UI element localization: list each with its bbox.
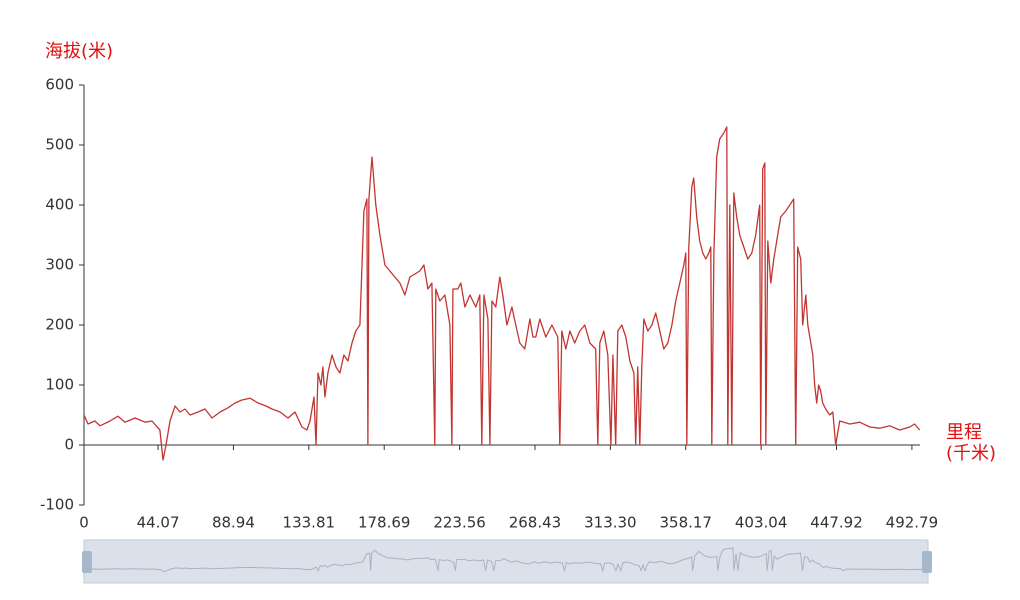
x-tick-label: 0: [79, 514, 89, 532]
zoom-preview-line: [83, 547, 928, 573]
zoom-handle[interactable]: [922, 551, 932, 573]
y-tick-label: 400: [45, 196, 74, 214]
x-axis-name: (千米): [946, 443, 996, 464]
x-tick-label: 268.43: [509, 514, 562, 532]
x-tick-label: 313.30: [584, 514, 637, 532]
x-tick-label: 403.04: [735, 514, 788, 532]
x-tick-label: 44.07: [137, 514, 180, 532]
x-tick-label: 492.79: [886, 514, 939, 532]
y-tick-label: 0: [64, 436, 74, 454]
x-tick-label: 88.94: [212, 514, 255, 532]
y-tick-label: 300: [45, 256, 74, 274]
zoom-slider[interactable]: [83, 539, 929, 584]
zoom-handle[interactable]: [82, 551, 92, 573]
y-tick-label: 500: [45, 136, 74, 154]
y-axis-name: 海拔(米): [45, 41, 113, 62]
x-tick-label: 447.92: [810, 514, 863, 532]
y-tick-label: 100: [45, 376, 74, 394]
y-tick-label: 200: [45, 316, 74, 334]
elevation-line: [83, 126, 921, 461]
x-axis-name: 里程: [946, 422, 982, 443]
y-tick-label: -100: [40, 496, 74, 514]
y-tick-label: 600: [45, 76, 74, 94]
x-tick-label: 178.69: [358, 514, 411, 532]
x-tick-label: 358.17: [659, 514, 712, 532]
x-tick-label: 223.56: [433, 514, 486, 532]
x-tick-label: 133.81: [283, 514, 336, 532]
